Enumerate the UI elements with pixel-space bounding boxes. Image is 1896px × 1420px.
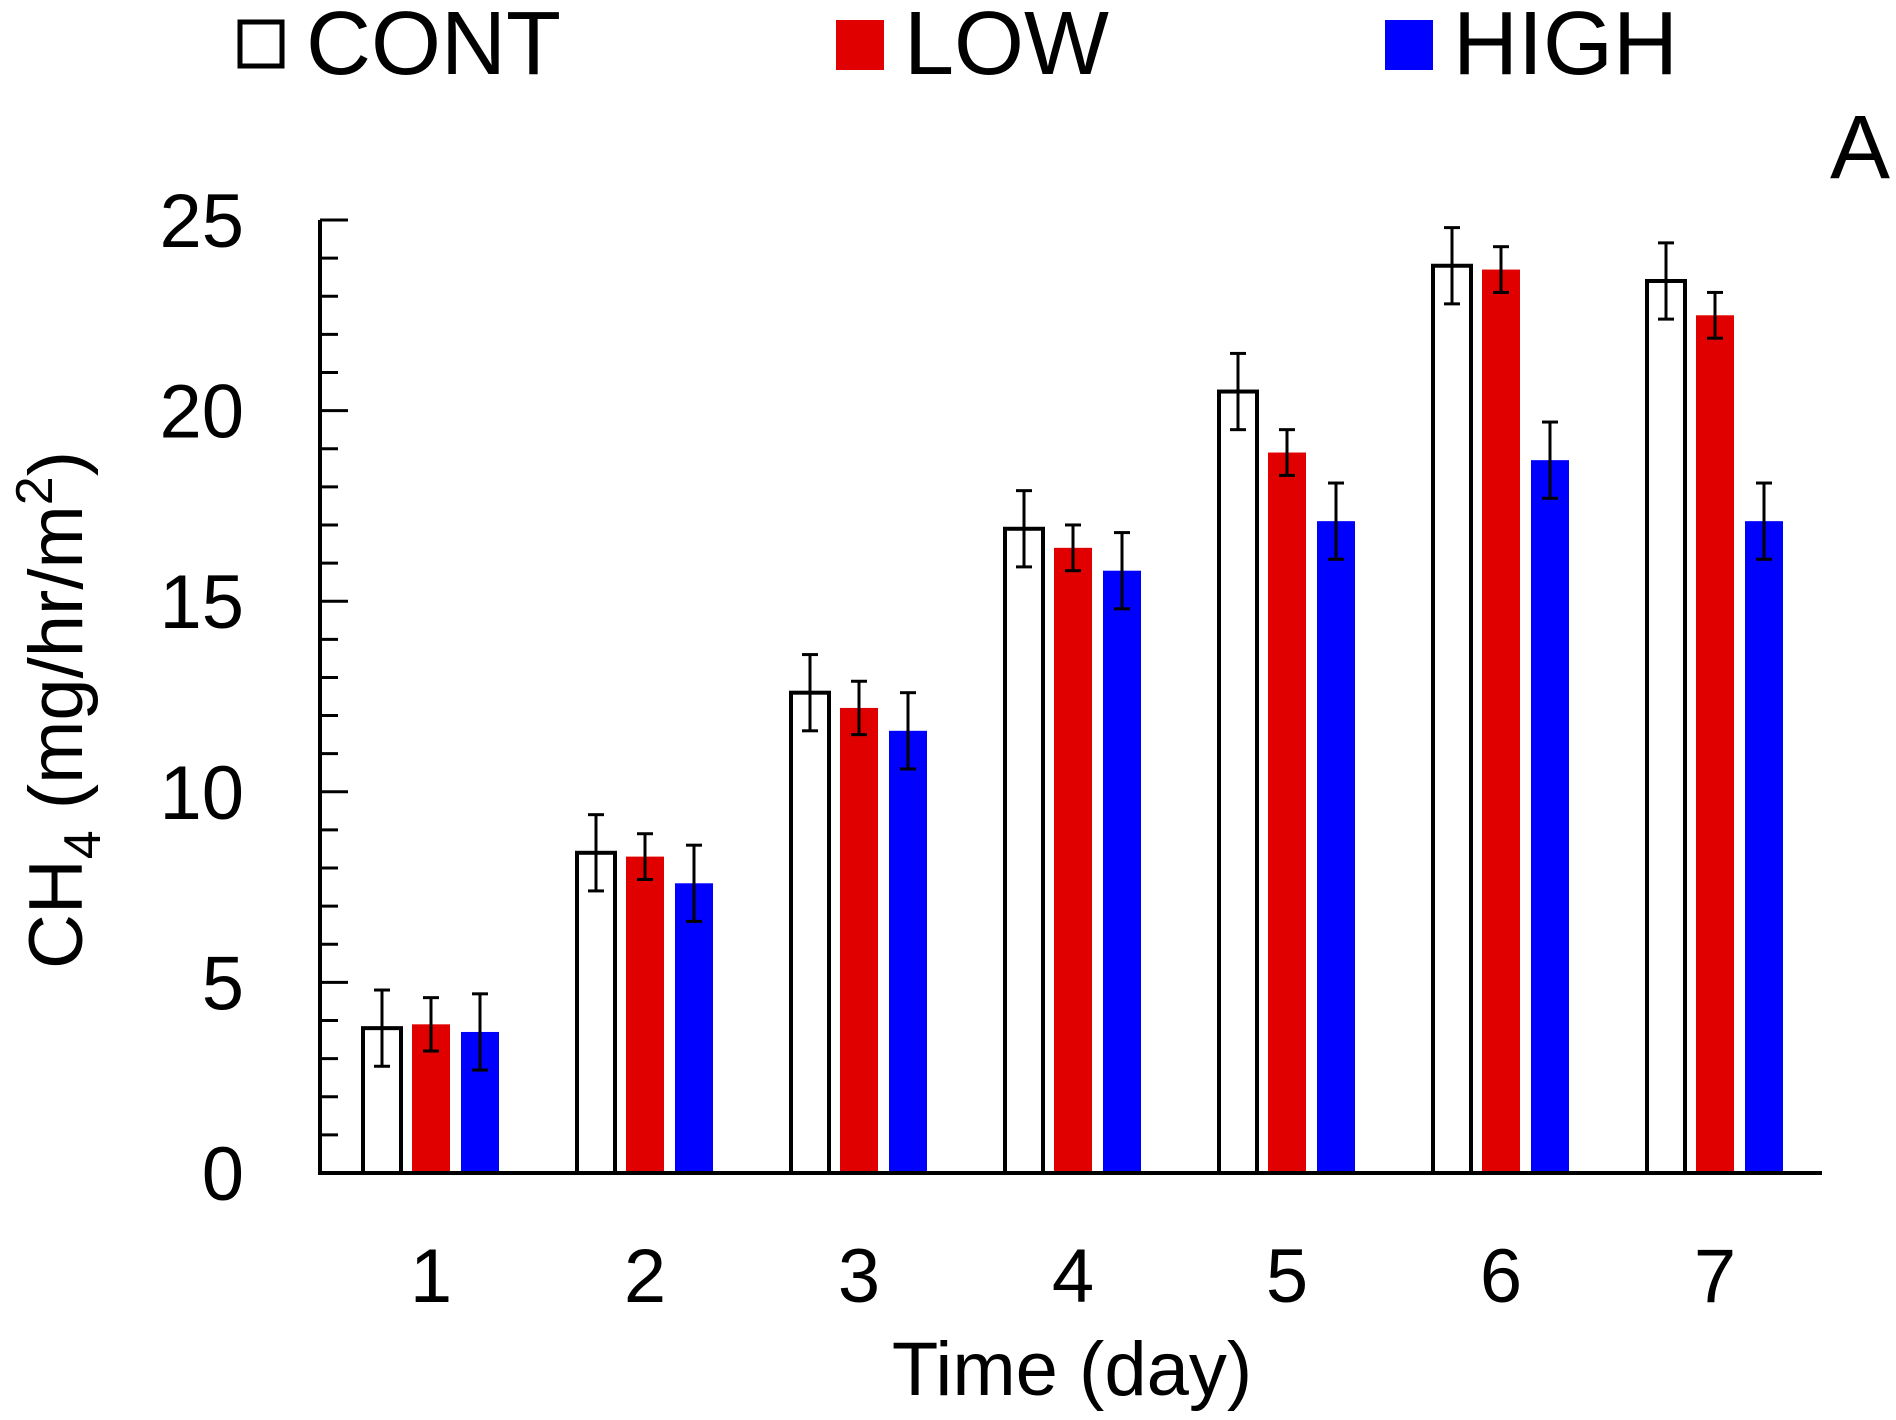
- error-bar-high-day-2: [686, 843, 702, 923]
- bar-high-day-5: [1317, 521, 1355, 1173]
- y-tick-label: 0: [202, 1132, 244, 1217]
- error-bar-high-day-1: [472, 992, 488, 1072]
- bar-low-day-2: [626, 856, 664, 1173]
- error-bar-low-day-4: [1065, 523, 1081, 573]
- y-axis-title-superscript: 2: [6, 476, 64, 505]
- error-bar-low-day-7: [1707, 290, 1723, 340]
- bar-low-day-3: [840, 707, 878, 1173]
- bar-cont-day-4: [1003, 526, 1045, 1175]
- error-bar-cont-day-7: [1658, 241, 1674, 321]
- error-bar-high-day-7: [1756, 481, 1772, 561]
- x-axis-title: Time (day): [892, 1327, 1252, 1412]
- legend-label: LOW: [904, 0, 1109, 94]
- bar-cont-day-5: [1217, 389, 1259, 1176]
- y-axis-title-subscript: 4: [54, 830, 112, 859]
- bar-high-day-6: [1531, 460, 1569, 1173]
- bar-cont-day-7: [1645, 278, 1687, 1175]
- error-bar-high-day-6: [1542, 420, 1558, 500]
- error-bar-low-day-6: [1493, 245, 1509, 294]
- bar-cont-day-3: [789, 690, 831, 1175]
- y-axis: 0 5 10 15 20 25: [159, 179, 348, 1217]
- legend-label: CONT: [306, 0, 561, 94]
- error-bar-high-day-3: [900, 691, 916, 771]
- legend-label: HIGH: [1453, 0, 1678, 94]
- plot-area: [361, 226, 1783, 1176]
- legend: CONT LOW HIGH: [237, 0, 1678, 94]
- y-axis-title-unit: (mg/hr/m: [14, 505, 99, 830]
- legend-item-cont: CONT: [237, 0, 561, 94]
- x-tick-label: 1: [410, 1234, 452, 1319]
- y-axis-title-close: ): [14, 451, 99, 476]
- bar-low-day-5: [1268, 452, 1306, 1174]
- bar-high-day-7: [1745, 521, 1783, 1173]
- error-bar-cont-day-3: [802, 653, 818, 733]
- legend-item-high: HIGH: [1385, 0, 1678, 94]
- error-bar-cont-day-1: [374, 988, 390, 1068]
- bar-high-day-2: [675, 883, 713, 1173]
- bar-cont-day-2: [575, 850, 617, 1175]
- bar-high-day-3: [889, 730, 927, 1173]
- legend-swatch: [836, 20, 884, 70]
- legend-swatch: [1385, 20, 1433, 70]
- bar-high-day-4: [1103, 570, 1141, 1173]
- y-axis-title-main: CH: [14, 859, 99, 969]
- x-axis: 1 2 3 4 5 6 7: [318, 1171, 1822, 1319]
- error-bar-cont-day-2: [588, 813, 604, 893]
- legend-item-low: LOW: [836, 0, 1109, 94]
- error-bar-low-day-3: [851, 679, 867, 737]
- y-tick-label: 25: [159, 179, 244, 264]
- bar-low-day-4: [1054, 547, 1092, 1173]
- x-tick-label: 2: [624, 1234, 666, 1319]
- error-bar-low-day-1: [423, 996, 439, 1053]
- y-axis-title: CH4 (mg/hr/m2): [6, 451, 112, 969]
- error-bar-low-day-2: [637, 832, 653, 881]
- x-tick-label: 4: [1052, 1234, 1094, 1319]
- error-bar-high-day-5: [1328, 481, 1344, 561]
- error-bar-cont-day-6: [1444, 226, 1460, 306]
- bar-low-day-7: [1696, 315, 1734, 1173]
- error-bar-cont-day-4: [1016, 489, 1032, 569]
- x-tick-label: 3: [838, 1234, 880, 1319]
- x-tick-label: 6: [1480, 1234, 1522, 1319]
- legend-swatch: [237, 19, 285, 69]
- panel-label: A: [1830, 98, 1890, 198]
- bar-low-day-6: [1482, 269, 1520, 1173]
- y-tick-label: 15: [159, 560, 244, 645]
- y-tick-label: 5: [202, 941, 244, 1026]
- y-tick-label: 10: [159, 751, 244, 836]
- x-tick-label: 7: [1694, 1234, 1736, 1319]
- error-bar-cont-day-5: [1230, 351, 1246, 432]
- error-bar-low-day-5: [1279, 428, 1295, 477]
- x-tick-label: 5: [1266, 1234, 1308, 1319]
- y-tick-label: 20: [159, 370, 244, 455]
- bar-cont-day-6: [1431, 263, 1473, 1175]
- error-bar-high-day-4: [1114, 531, 1130, 611]
